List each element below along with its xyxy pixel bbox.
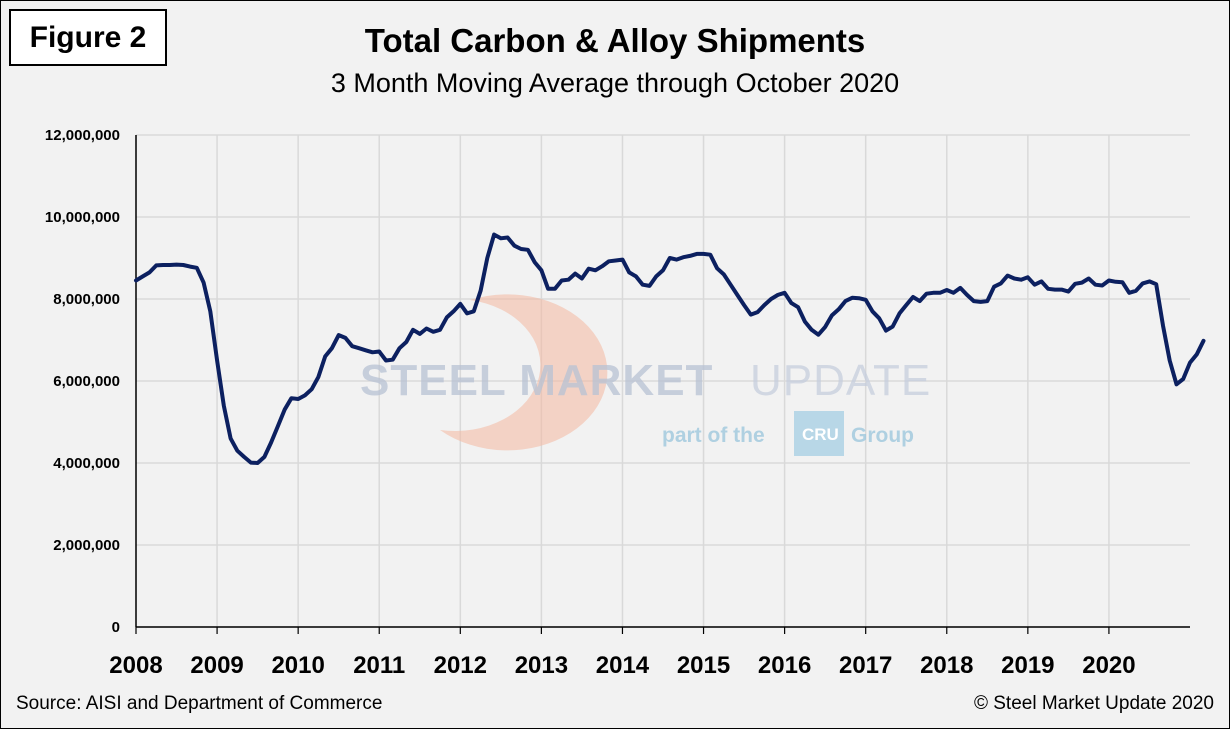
watermark: STEEL MARKET UPDATE part of the CRU Grou… [360,294,931,456]
y-tick-label: 0 [112,619,120,636]
watermark-tagline-after: Group [851,424,914,447]
x-tick-label: 2009 [190,652,243,679]
source-note: Source: AISI and Department of Commerce [16,693,383,714]
x-tick-label: 2012 [434,652,487,679]
watermark-cru-logo-icon [794,411,844,456]
watermark-brand-bold: STEEL MARKET [360,356,713,405]
y-tick-label: 6,000,000 [53,373,120,390]
figure-label: Figure 2 [9,9,167,66]
y-tick-label: 8,000,000 [53,291,120,308]
watermark-swoosh-icon [440,294,608,451]
copyright-note: © Steel Market Update 2020 [973,693,1214,714]
x-tick-label: 2013 [515,652,568,679]
chart-subtitle: 3 Month Moving Average through October 2… [330,68,900,98]
x-tick-label: 2014 [596,652,650,679]
watermark-brand-light: UPDATE [750,356,931,405]
watermark-cru-logo-text: CRU [802,425,839,444]
series-layer [134,232,1206,465]
series-line [134,232,1206,465]
x-tick-label: 2008 [109,652,162,679]
y-tick-label: 12,000,000 [45,127,120,144]
chart-title: Total Carbon & Alloy Shipments [364,22,866,59]
y-tick-label: 10,000,000 [45,209,120,226]
x-tick-label: 2019 [1001,652,1054,679]
x-tick-label: 2016 [758,652,811,679]
axes: 0 2,000,000 4,000,000 6,000,000 8,000,000 10,… [45,127,1190,679]
x-tick-label: 2017 [839,652,892,679]
y-tick-label: 4,000,000 [53,455,120,472]
x-tick-label: 2020 [1082,652,1135,679]
y-tick-label: 2,000,000 [53,537,120,554]
x-tick-label: 2010 [271,652,324,679]
watermark-tagline-before: part of the [662,424,765,447]
x-tick-label: 2011 [353,652,405,679]
x-tick-label: 2015 [677,652,730,679]
x-tick-label: 2018 [920,652,973,679]
